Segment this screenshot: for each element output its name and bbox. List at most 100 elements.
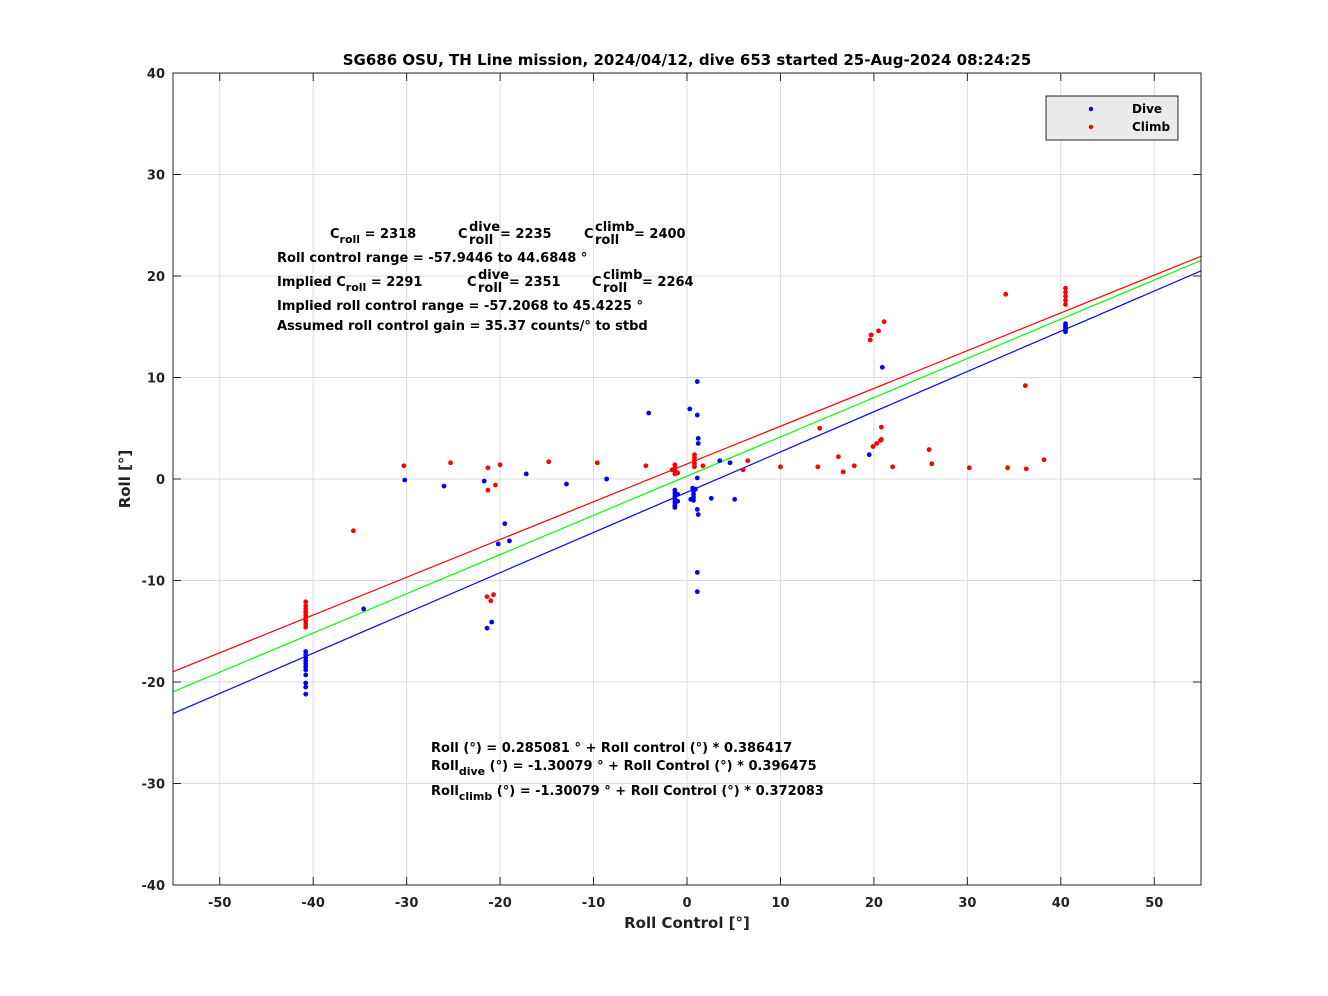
x-tick-label: -40: [301, 896, 325, 911]
legend-climb-label: Climb: [1132, 120, 1171, 134]
legend-climb-marker: [1088, 124, 1094, 130]
data-point: [693, 486, 698, 492]
data-point: [303, 691, 309, 697]
data-point: [303, 667, 309, 673]
y-tick-label: -30: [142, 778, 166, 793]
annotation-roll-control-gain: Assumed roll control gain = 35.37 counts…: [277, 319, 648, 334]
data-point: [669, 467, 675, 473]
data-point: [523, 471, 529, 477]
annotation-implied-c-roll-climb: C: [592, 275, 602, 290]
data-point: [835, 454, 841, 460]
legend-dive-marker: [1088, 106, 1094, 112]
data-point: [485, 465, 491, 471]
data-point: [564, 481, 569, 487]
data-point: [485, 487, 491, 493]
x-tick-label: 0: [682, 896, 691, 911]
data-point: [1063, 285, 1068, 291]
data-point: [604, 476, 610, 482]
data-point: [694, 507, 700, 512]
x-tick-label: -20: [488, 896, 512, 911]
fit-line: [173, 270, 1201, 715]
data-point: [815, 464, 821, 470]
data-point: [817, 425, 823, 431]
data-point: [694, 379, 700, 384]
y-tick-label: 10: [147, 372, 165, 387]
annotation-implied-c-roll: Implied Croll = 2291: [277, 275, 422, 294]
data-point: [708, 495, 714, 501]
annotation-c-roll-dive-val: = 2235: [500, 227, 552, 242]
data-point: [868, 332, 874, 338]
x-tick-label: -30: [395, 896, 419, 911]
data-point: [594, 460, 600, 466]
annotation-implied-c-roll-dive-val: = 2351: [509, 275, 561, 290]
data-point: [672, 505, 678, 510]
data-point: [717, 458, 723, 464]
annotation-implied-roll-control-range: Implied roll control range = -57.2068 to…: [277, 299, 643, 314]
data-point: [1022, 383, 1028, 389]
legend-box: [1045, 95, 1179, 141]
data-point: [1005, 465, 1010, 471]
data-point: [778, 464, 783, 470]
data-point: [695, 436, 701, 441]
annotation-c-roll-dive-sup: dive: [469, 220, 500, 235]
annotation-c-roll-climb-val: = 2400: [634, 227, 686, 242]
data-point: [740, 467, 746, 473]
fit-line: [173, 255, 1201, 673]
data-point: [303, 680, 309, 686]
data-point: [493, 482, 498, 488]
axis-ticks: -50 -40 -30 -20 -10 0 10 20 30 40 50 -40 -30 -20 -10 0 1…: [142, 67, 1201, 911]
annotation-c-roll-dive-sub: roll: [469, 233, 493, 248]
legend-dive-label: Dive: [1132, 102, 1162, 116]
data-point: [692, 452, 697, 458]
data-point: [694, 412, 700, 418]
data-point: [495, 541, 501, 547]
data-point: [851, 463, 857, 469]
data-point: [694, 589, 700, 595]
data-point: [646, 410, 652, 416]
legend: Dive Climb: [1045, 95, 1179, 141]
annotation-c-roll-dive: C: [458, 227, 468, 242]
data-point: [876, 328, 881, 334]
annotation-fit-equation-dive: Rolldive (°) = -1.30079 ° + Roll Control…: [431, 759, 817, 778]
data-point: [350, 528, 356, 534]
data-point: [695, 512, 701, 517]
data-point: [867, 337, 873, 343]
data-point: [1023, 466, 1029, 472]
data-point: [966, 465, 972, 471]
annotation-implied-c-roll-dive-sub: roll: [478, 281, 502, 296]
annotation-implied-c-roll-climb-sub: roll: [603, 281, 627, 296]
data-point: [675, 498, 681, 504]
data-point: [484, 625, 490, 631]
data-point: [303, 624, 309, 630]
annotation-c-roll-climb: C: [584, 227, 594, 242]
data-point: [672, 462, 678, 468]
data-point: [502, 521, 508, 527]
data-point: [694, 475, 700, 481]
data-point: [481, 478, 487, 484]
fit-line: [173, 259, 1201, 693]
annotation-fit-equation-climb: Rollclimb (°) = -1.30079 ° + Roll Contro…: [431, 784, 824, 803]
annotation-implied-c-roll-dive-sup: dive: [478, 268, 509, 283]
y-tick-label: 20: [147, 270, 165, 285]
x-tick-label: 10: [771, 896, 789, 911]
y-tick-label: -40: [142, 879, 166, 894]
annotation-c-roll-climb-sub: roll: [595, 233, 619, 248]
data-point: [441, 483, 447, 489]
data-point: [878, 424, 884, 430]
data-point: [401, 463, 407, 469]
y-tick-label: -20: [142, 676, 166, 691]
data-point: [303, 684, 309, 690]
data-point: [732, 496, 738, 502]
data-point: [1041, 457, 1047, 463]
data-point: [675, 491, 681, 497]
data-point: [874, 441, 880, 446]
series-dive: [303, 321, 1068, 697]
data-point: [926, 447, 932, 452]
data-points: [303, 285, 1068, 697]
y-tick-label: 30: [147, 169, 165, 184]
data-point: [878, 437, 884, 442]
data-point: [507, 538, 512, 544]
data-point: [727, 460, 733, 466]
data-point: [402, 477, 408, 483]
